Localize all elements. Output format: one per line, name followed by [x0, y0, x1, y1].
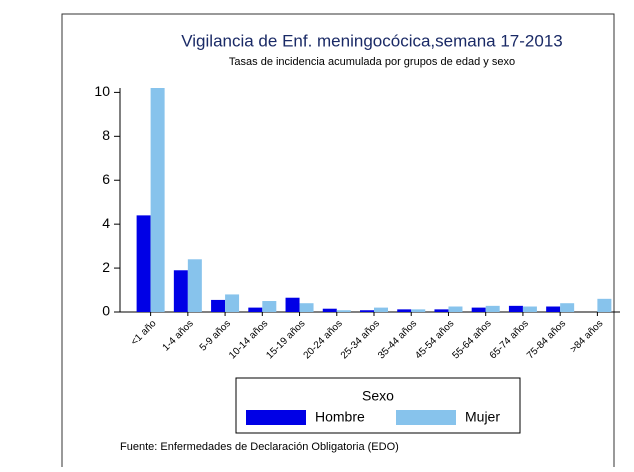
x-tick-label: 20-24 años [302, 318, 345, 361]
bar [374, 307, 388, 312]
bar [485, 305, 500, 312]
bar [262, 301, 277, 312]
bar [448, 306, 463, 312]
bar [299, 303, 314, 312]
legend-swatch [396, 410, 456, 425]
x-tick-label: 5-9 años [198, 318, 233, 353]
x-tick-label: 75-84 años [525, 318, 568, 361]
chart-subtitle: Tasas de incidencia acumulada por grupos… [229, 56, 515, 68]
legend-title: Sexo [362, 388, 394, 404]
x-tick-label: 65-74 años [488, 318, 531, 361]
x-tick-label: 25-34 años [339, 318, 382, 361]
x-tick-label: 55-64 años [451, 318, 494, 361]
bar [546, 306, 561, 312]
bar [336, 310, 351, 312]
bar [471, 307, 486, 312]
bar [150, 88, 165, 312]
x-tick-label: 15-19 años [264, 318, 307, 361]
y-tick-label: 0 [102, 303, 110, 319]
bar [434, 309, 449, 312]
x-tick-label: 35-44 años [376, 318, 419, 361]
bar [285, 297, 300, 312]
legend-label: Mujer [465, 409, 500, 425]
x-tick-label: 1-4 años [161, 318, 196, 353]
legend-swatch [246, 410, 306, 425]
source-note: Fuente: Enfermedades de Declaración Obli… [120, 441, 399, 453]
x-tick-label: 10-14 años [227, 318, 270, 361]
legend-label: Hombre [315, 409, 365, 425]
x-tick-label: <1 año [129, 318, 159, 348]
bar [173, 270, 188, 312]
bar [248, 307, 263, 312]
frame [61, 13, 615, 467]
x-tick-label: >84 años [568, 318, 605, 355]
bar [560, 303, 575, 312]
bar [136, 215, 151, 312]
bar [360, 310, 374, 312]
y-tick-label: 4 [102, 215, 110, 231]
y-tick-label: 8 [102, 127, 110, 143]
bar [225, 294, 240, 312]
bar [322, 308, 337, 312]
chart-title: Vigilancia de Enf. meningocócica,semana … [181, 31, 563, 50]
bar [411, 309, 426, 312]
bar [597, 298, 612, 312]
x-tick-label: 45-54 años [413, 318, 456, 361]
y-tick-label: 2 [102, 259, 110, 275]
bar [211, 299, 226, 312]
y-tick-label: 10 [94, 83, 110, 99]
bar [522, 306, 537, 312]
bar [508, 305, 523, 312]
y-tick-label: 6 [102, 171, 110, 187]
bar [187, 259, 202, 312]
bar [397, 309, 412, 312]
